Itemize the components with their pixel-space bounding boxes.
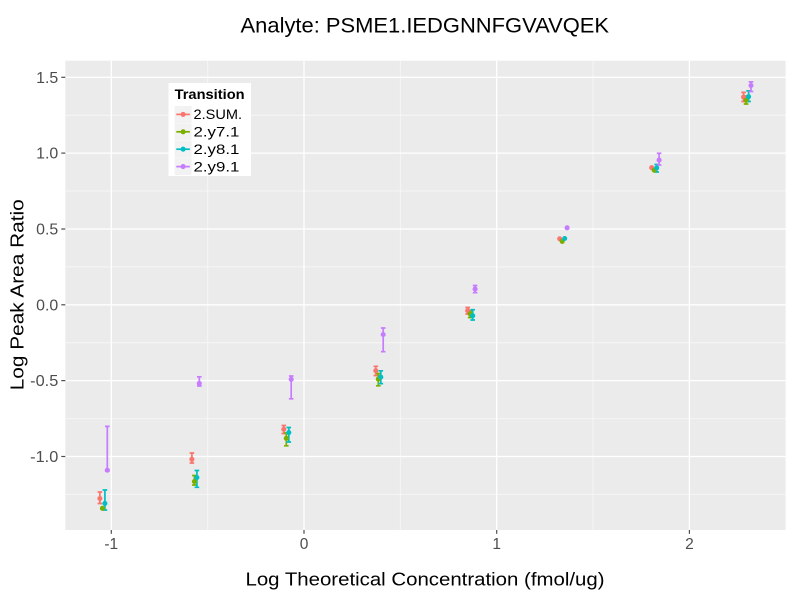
svg-text:Log Theoretical Concentration: Log Theoretical Concentration (fmol/ug) bbox=[246, 570, 605, 590]
svg-text:0.5: 0.5 bbox=[36, 222, 58, 239]
svg-text:1: 1 bbox=[492, 536, 501, 553]
svg-text:1.5: 1.5 bbox=[36, 70, 58, 87]
svg-text:0: 0 bbox=[300, 536, 309, 553]
svg-text:Analyte: PSME1.IEDGNNFGVAVQEK: Analyte: PSME1.IEDGNNFGVAVQEK bbox=[241, 15, 610, 38]
svg-text:2.y8.1: 2.y8.1 bbox=[194, 142, 240, 157]
svg-text:Transition: Transition bbox=[175, 87, 245, 102]
svg-text:2.SUM.: 2.SUM. bbox=[194, 107, 243, 122]
svg-text:1.0: 1.0 bbox=[36, 146, 58, 163]
svg-text:-1: -1 bbox=[104, 536, 118, 553]
svg-text:2: 2 bbox=[685, 536, 694, 553]
svg-text:2.y7.1: 2.y7.1 bbox=[194, 125, 240, 140]
svg-text:-1.0: -1.0 bbox=[30, 449, 58, 466]
svg-text:2.y9.1: 2.y9.1 bbox=[194, 159, 240, 174]
svg-text:0.0: 0.0 bbox=[36, 297, 58, 314]
svg-text:Log Peak Area Ratio: Log Peak Area Ratio bbox=[8, 199, 28, 390]
svg-text:-0.5: -0.5 bbox=[30, 373, 58, 390]
